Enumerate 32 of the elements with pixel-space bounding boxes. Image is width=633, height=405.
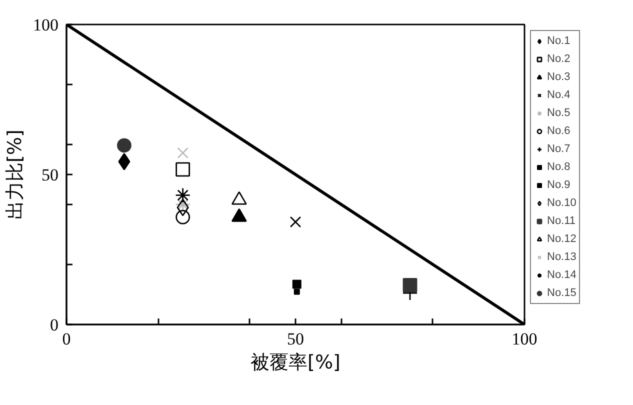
legend-label: No.13 xyxy=(547,250,576,264)
legend-label: No.12 xyxy=(547,232,576,246)
legend-label: No.6 xyxy=(547,124,570,138)
y-tick-label: 100 xyxy=(33,16,58,34)
y-axis-title: 出力比[%] xyxy=(4,130,26,220)
point xyxy=(402,278,418,292)
point xyxy=(292,280,302,289)
legend-label: No.15 xyxy=(547,286,576,300)
legend-label: No.1 xyxy=(547,34,570,48)
point xyxy=(177,147,188,159)
legend-label: No.9 xyxy=(547,178,570,192)
legend-label: No.5 xyxy=(547,106,570,120)
legend-label: No.8 xyxy=(547,160,570,174)
legend-label: No.10 xyxy=(547,196,576,210)
point xyxy=(294,288,300,295)
legend-label: No.14 xyxy=(547,268,576,282)
point xyxy=(176,162,190,177)
x-axis-title: 被覆率[%] xyxy=(250,352,340,374)
y-tick-label: 50 xyxy=(42,166,58,184)
x-tick-label: 100 xyxy=(512,330,538,348)
legend-label: No.11 xyxy=(547,214,576,228)
point xyxy=(117,138,132,153)
x-tick-label: 0 xyxy=(62,330,71,348)
legend-label: No.7 xyxy=(547,142,570,156)
legend-label: No.4 xyxy=(547,88,570,102)
point xyxy=(175,188,191,203)
x-tick-label: 50 xyxy=(287,330,304,348)
point xyxy=(176,210,190,224)
y-tick-label: 0 xyxy=(50,316,58,334)
point xyxy=(290,216,302,228)
legend-label: No.3 xyxy=(547,70,570,84)
legend-label: No.2 xyxy=(547,52,570,66)
